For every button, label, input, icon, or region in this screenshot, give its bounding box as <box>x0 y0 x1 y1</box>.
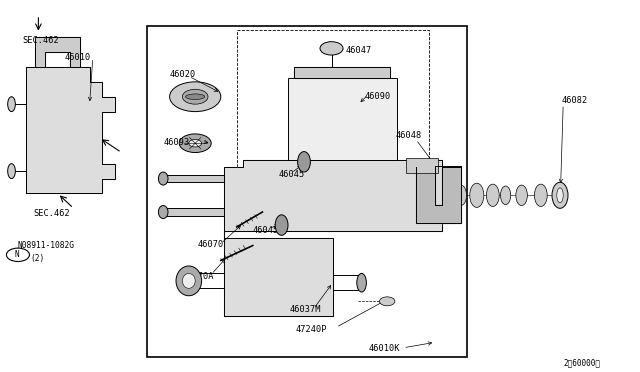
Ellipse shape <box>470 183 484 208</box>
Circle shape <box>189 140 202 147</box>
Text: 46070: 46070 <box>197 240 223 249</box>
Text: SEC.462: SEC.462 <box>33 209 70 218</box>
Text: 46048: 46048 <box>396 131 422 140</box>
Circle shape <box>182 89 208 104</box>
Ellipse shape <box>158 205 168 219</box>
Circle shape <box>380 297 395 306</box>
Ellipse shape <box>186 94 205 100</box>
Ellipse shape <box>8 97 15 112</box>
FancyBboxPatch shape <box>288 78 397 160</box>
Polygon shape <box>166 208 224 216</box>
Circle shape <box>320 42 343 55</box>
Text: 46045: 46045 <box>278 170 305 179</box>
Ellipse shape <box>557 188 563 203</box>
Ellipse shape <box>552 182 568 208</box>
Polygon shape <box>294 67 390 78</box>
Polygon shape <box>166 175 224 182</box>
Text: 46047: 46047 <box>346 46 372 55</box>
Ellipse shape <box>534 184 547 206</box>
Text: (2): (2) <box>31 254 45 263</box>
Ellipse shape <box>455 185 467 205</box>
FancyBboxPatch shape <box>406 158 438 173</box>
Ellipse shape <box>176 266 202 296</box>
Text: 46045: 46045 <box>253 226 279 235</box>
Text: 47240P: 47240P <box>296 326 327 334</box>
Text: 46020: 46020 <box>170 70 196 79</box>
Circle shape <box>170 82 221 112</box>
Ellipse shape <box>298 152 310 172</box>
Ellipse shape <box>357 273 367 292</box>
Text: 2怙60000: 2怙60000 <box>563 358 600 367</box>
Ellipse shape <box>500 186 511 205</box>
Text: N08911-1082G: N08911-1082G <box>18 241 75 250</box>
Text: 46010K: 46010K <box>369 344 400 353</box>
Ellipse shape <box>158 172 168 185</box>
Polygon shape <box>224 238 333 316</box>
Text: 46090: 46090 <box>365 92 391 101</box>
Polygon shape <box>35 37 80 67</box>
Circle shape <box>179 134 211 153</box>
Polygon shape <box>26 67 115 193</box>
Text: SEC.462: SEC.462 <box>22 36 59 45</box>
Ellipse shape <box>516 185 527 205</box>
Text: N: N <box>14 250 19 259</box>
Polygon shape <box>416 167 461 223</box>
Text: 46010: 46010 <box>65 53 91 62</box>
Ellipse shape <box>486 184 499 206</box>
Text: 46093: 46093 <box>163 138 189 147</box>
Ellipse shape <box>8 164 15 179</box>
Ellipse shape <box>275 215 288 235</box>
Text: 46037M: 46037M <box>289 305 321 314</box>
Ellipse shape <box>182 273 195 288</box>
Text: 46070A: 46070A <box>182 272 214 280</box>
Polygon shape <box>224 160 454 238</box>
Text: 46082: 46082 <box>562 96 588 105</box>
